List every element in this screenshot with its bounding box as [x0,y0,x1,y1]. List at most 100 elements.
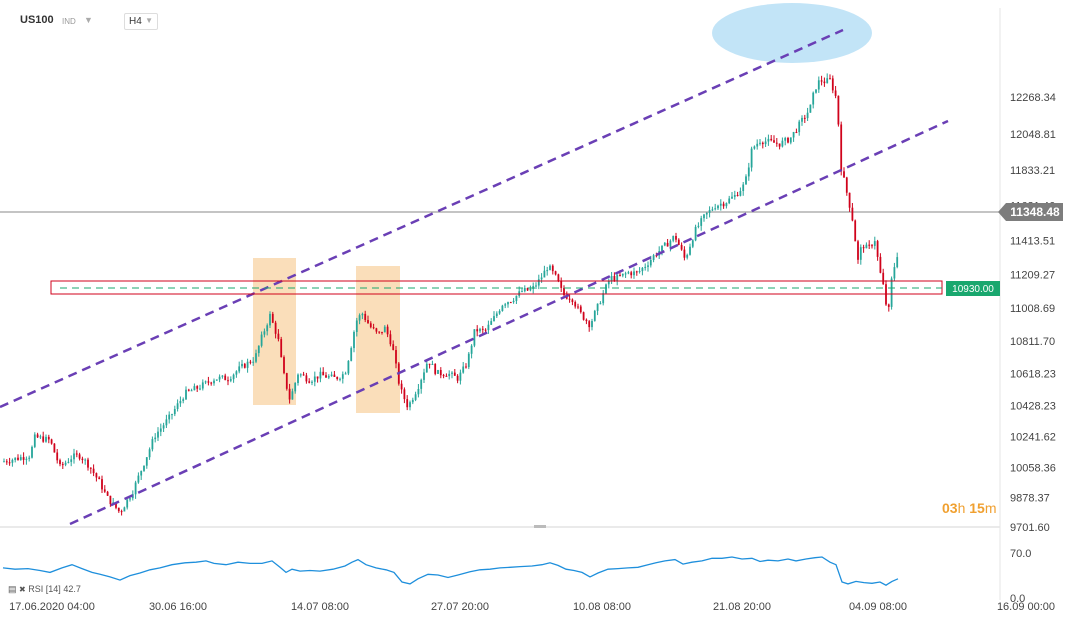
rsi-line [2,556,899,586]
candle [745,174,747,185]
candle [193,383,196,391]
candle [92,464,95,477]
y-tick-label: 10428.23 [1010,400,1056,412]
candle [792,131,795,142]
candle [375,327,378,334]
candle [448,370,451,380]
candle [126,499,129,510]
rsi-value: 42.7 [63,584,81,594]
symbol-dropdown-icon[interactable]: ▼ [84,15,93,25]
candle [353,330,355,353]
current-price-label: 11348.48 [1010,205,1060,219]
candle [893,262,896,282]
candle [605,283,607,295]
candle [677,238,680,246]
candle [204,380,207,385]
candle [498,309,501,315]
candle [283,355,285,375]
candle [803,114,806,123]
candle [577,303,579,310]
candle [764,137,767,147]
candle [798,119,801,136]
indicator-close-icon[interactable]: ✖ [19,585,26,594]
candle [644,263,647,271]
candle [400,380,403,394]
candle [89,467,92,474]
candle [22,452,25,465]
candle [81,456,84,464]
pane-separator-handle[interactable] [534,525,546,528]
candle [663,242,666,247]
candle [834,86,837,99]
candle [229,376,232,383]
candle [316,376,319,383]
price-axis: 12268.3412048.8111833.2111621.4611413.51… [1010,92,1056,534]
candle [733,190,736,200]
candle [120,509,123,516]
candle-countdown: 03h 15m [942,500,997,516]
candle [73,448,75,464]
candle [294,382,297,394]
symbol-label[interactable]: US100 [20,14,54,26]
rsi-name: RSI [28,584,44,594]
candle [50,438,53,445]
highlight-box-1 [253,258,296,405]
candle [809,104,812,113]
candle [476,325,479,337]
candle [213,378,215,386]
candle [207,376,210,386]
candle [817,76,820,93]
candle [607,278,610,289]
candle [647,261,649,272]
candle [507,301,509,308]
candle [70,455,73,467]
candle [439,367,442,379]
candle [775,138,778,147]
candle [159,423,162,437]
candle [851,203,854,222]
candle [372,323,375,330]
candle [350,346,353,362]
candle [543,265,546,278]
candle [831,75,834,94]
candle [414,391,417,402]
candle [196,385,199,392]
candle [666,239,669,247]
candle [224,373,227,381]
candle [859,244,862,265]
candle [843,167,845,178]
candle [109,495,112,507]
timeframe-value: H4 [129,16,142,27]
candle [143,465,145,472]
timeframe-select[interactable]: H4 ▼ [124,13,158,30]
x-tick-label: 16.09 00:00 [997,601,1055,613]
candle [403,387,406,404]
candle [17,454,19,461]
rsi-indicator-label[interactable]: ▤ ✖ RSI [14] 42.7 [8,584,81,595]
candle [431,360,434,365]
candle [423,368,425,383]
indicator-settings-icon[interactable]: ▤ [8,584,17,594]
candle [386,324,389,338]
candle [890,276,893,310]
y-tick-label: 11833.21 [1010,165,1055,177]
candle [36,432,39,438]
candle [176,399,179,412]
candle [848,192,851,212]
candle [381,331,383,335]
candle [725,202,728,209]
candle [389,330,392,347]
candle [801,115,803,126]
candle [523,285,526,293]
y-tick-label: 10058.36 [1010,462,1056,474]
candle [434,363,437,376]
candle [95,472,98,482]
candle [703,213,705,222]
candle [269,311,271,328]
x-tick-label: 30.06 16:00 [149,601,207,613]
candle [504,302,507,309]
candle [266,323,269,336]
candle [179,396,182,407]
candle [19,454,22,461]
